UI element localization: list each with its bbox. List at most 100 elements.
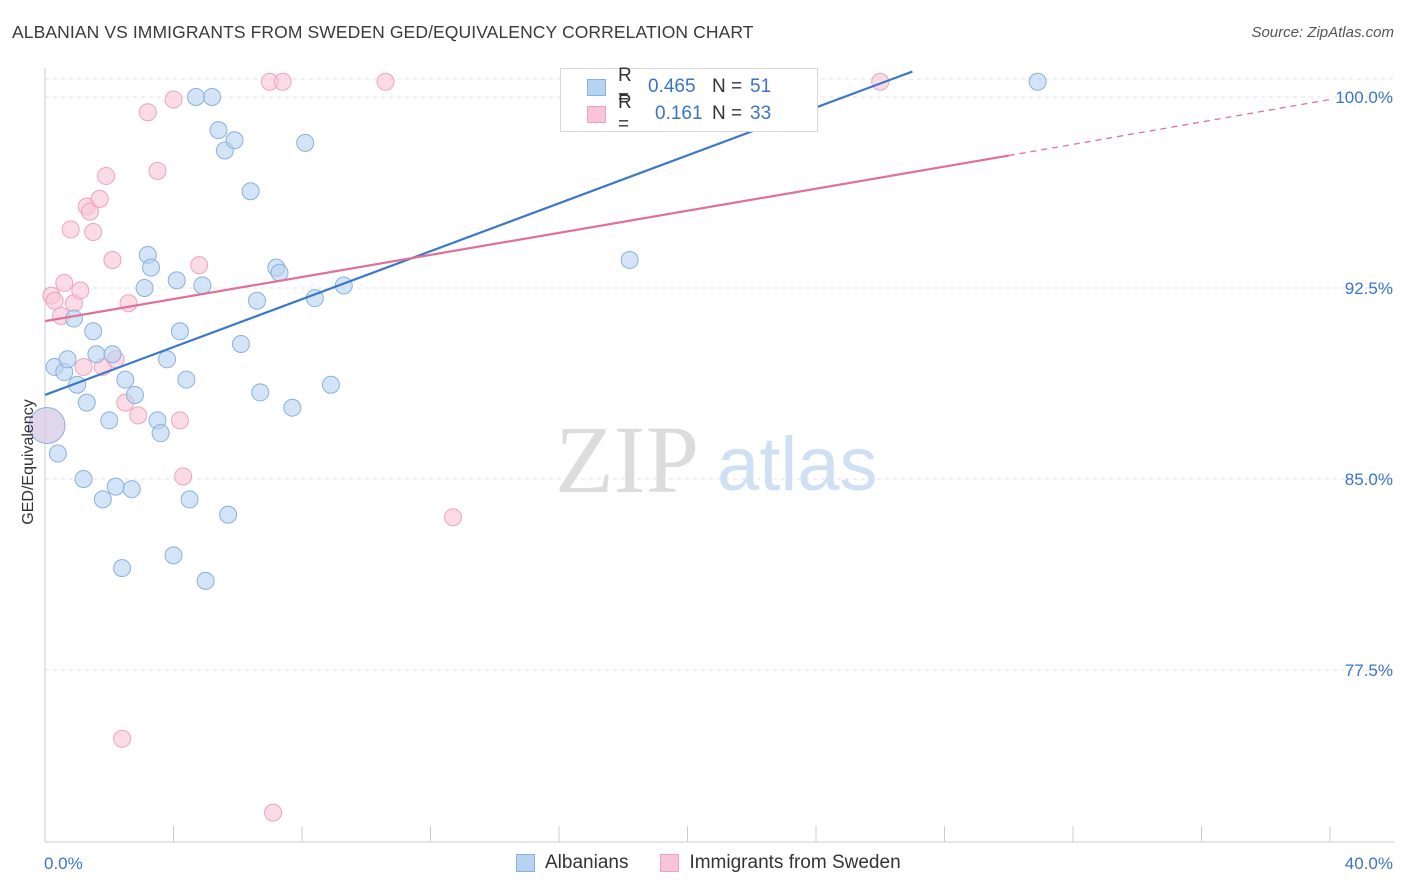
watermark-atlas: atlas (717, 422, 878, 507)
legend-swatch-blue (587, 78, 606, 96)
point-albanians-21 (142, 258, 161, 277)
point-sweden-7 (74, 357, 93, 376)
point-albanians-9 (84, 322, 103, 341)
watermark-zip: ZIP (555, 406, 699, 513)
point-albanians-12 (100, 411, 119, 430)
legend-r-value: 0.465 (648, 76, 696, 97)
series-immigrants-from-sweden (42, 72, 890, 822)
point-sweden-29 (376, 72, 395, 91)
point-albanians-49 (620, 250, 639, 269)
point-albanians-34 (209, 121, 228, 140)
point-sweden-23 (170, 411, 189, 430)
point-albanians-15 (113, 559, 132, 578)
point-albanians-14 (106, 477, 125, 496)
point-albanians-41 (251, 383, 270, 402)
legend-n-label: N = (712, 103, 743, 124)
point-sweden-16 (113, 729, 132, 748)
point-sweden-22 (164, 90, 183, 109)
point-sweden-1 (45, 291, 64, 310)
point-albanians-10 (87, 345, 106, 364)
series-albanians (28, 72, 1047, 590)
tick-labels: 77.5% 85.0% 92.5% 100.0% 0.0% 40.0% (44, 88, 1393, 873)
source-label: Source: ZipAtlas.com (1251, 24, 1394, 41)
point-albanians-0 (28, 407, 66, 445)
legend-n-value: 33 (750, 103, 772, 124)
point-albanians-27 (170, 322, 189, 341)
legend-row-albanians: R = 0.465 N = 51 (587, 65, 772, 108)
y-axis-label: GED/Equivalency (20, 399, 37, 524)
legend-item-sweden[interactable]: Immigrants from Sweden (660, 852, 901, 874)
point-albanians-18 (125, 385, 144, 404)
point-albanians-45 (296, 133, 315, 152)
axes (44, 68, 1394, 843)
watermark: ZIP atlas (555, 406, 878, 513)
point-albanians-28 (177, 370, 196, 389)
point-albanians-40 (248, 291, 267, 310)
point-sweden-10 (84, 222, 103, 241)
point-sweden-11 (90, 189, 109, 208)
point-sweden-21 (148, 161, 167, 180)
point-albanians-30 (186, 88, 205, 106)
point-albanians-2 (48, 444, 67, 463)
point-albanians-5 (64, 309, 83, 328)
point-albanians-26 (167, 271, 186, 290)
legend-swatch-pink (660, 854, 680, 872)
point-albanians-8 (77, 393, 96, 412)
point-albanians-25 (164, 546, 183, 565)
y-tick-label-2: 92.5% (1345, 279, 1393, 298)
point-albanians-17 (122, 480, 141, 499)
point-albanians-4 (58, 350, 77, 369)
legend-r-value: 0.161 (655, 103, 703, 124)
point-albanians-38 (231, 335, 250, 354)
point-sweden-3 (55, 273, 74, 292)
point-sweden-14 (103, 250, 122, 269)
legend-swatch-blue (516, 854, 535, 872)
y-tick-label-1: 85.0% (1345, 470, 1393, 489)
point-albanians-19 (135, 279, 154, 297)
point-albanians-39 (241, 182, 260, 201)
point-sweden-20 (138, 103, 157, 122)
trend-sweden-extrapolated (1008, 98, 1331, 157)
trend-sweden (44, 154, 1009, 323)
point-sweden-19 (129, 406, 148, 425)
point-albanians-24 (158, 350, 177, 369)
point-albanians-47 (321, 375, 340, 394)
point-albanians-7 (74, 470, 93, 488)
point-albanians-33 (203, 88, 222, 106)
gridlines (45, 78, 1394, 671)
point-sweden-28 (273, 72, 292, 91)
point-sweden-27 (264, 803, 283, 822)
point-albanians-31 (193, 276, 212, 295)
point-albanians-23 (151, 424, 170, 443)
point-sweden-13 (97, 166, 116, 185)
legend-n-label: N = (712, 76, 743, 97)
legend-n-value: 51 (750, 76, 772, 97)
x-tick-label-min: 0.0% (44, 854, 83, 873)
point-albanians-36 (219, 505, 238, 524)
legend-r-label: R = (618, 92, 632, 135)
point-albanians-13 (103, 345, 122, 364)
point-albanians-44 (283, 398, 302, 417)
point-sweden-24 (174, 467, 193, 486)
point-albanians-50 (1028, 72, 1047, 91)
legend-label-sweden: Immigrants from Sweden (689, 852, 901, 873)
y-tick-label-3: 100.0% (1335, 88, 1393, 107)
point-albanians-29 (180, 490, 199, 509)
legend-label-albanians: Albanians (545, 852, 629, 873)
legend-swatch-pink (587, 105, 606, 123)
legend-item-albanians[interactable]: Albanians (516, 852, 628, 874)
point-albanians-11 (93, 490, 112, 509)
legend-r-label: R = (618, 65, 632, 108)
stats-legend: R = 0.465 N = 51 R = 0.161 N = 33 (560, 65, 818, 135)
point-albanians-43 (270, 263, 289, 282)
point-albanians-16 (116, 370, 135, 389)
legend-row-sweden: R = 0.161 N = 33 (587, 92, 772, 135)
point-albanians-37 (225, 131, 244, 150)
point-sweden-9 (80, 202, 99, 221)
series-legend: Albanians Immigrants from Sweden (516, 852, 933, 874)
point-sweden-6 (71, 281, 90, 300)
point-sweden-25 (190, 256, 209, 275)
chart-title: ALBANIAN VS IMMIGRANTS FROM SWEDEN GED/E… (12, 22, 754, 42)
x-tick-label-max: 40.0% (1345, 854, 1393, 873)
